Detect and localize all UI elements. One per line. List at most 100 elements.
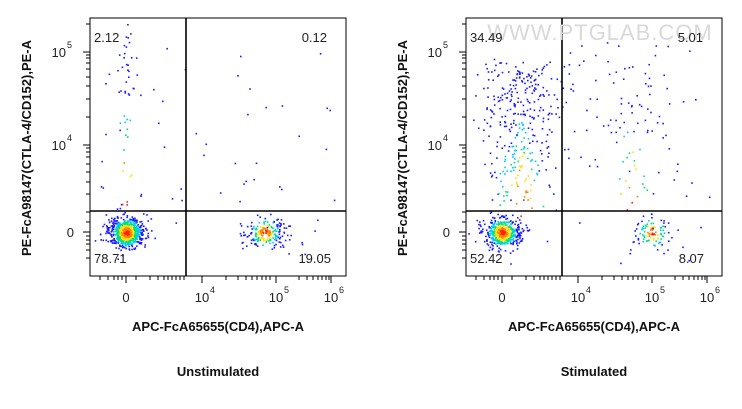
event-dot bbox=[626, 156, 628, 159]
event-dot bbox=[267, 239, 269, 241]
event-dot bbox=[650, 85, 652, 87]
event-dot bbox=[644, 119, 647, 122]
event-dot bbox=[126, 224, 129, 226]
event-dot bbox=[124, 212, 126, 214]
event-dot bbox=[234, 162, 237, 165]
event-dot bbox=[527, 137, 530, 140]
event-dot bbox=[542, 120, 545, 123]
event-dot bbox=[534, 79, 536, 81]
event-dot bbox=[519, 236, 521, 238]
event-dot bbox=[596, 98, 598, 101]
event-dot bbox=[492, 225, 494, 227]
event-dot bbox=[128, 220, 130, 222]
event-dot bbox=[101, 160, 103, 163]
plot-unstimulated: 2.12 0.12 78.71 19.05 0 10 4 10 5 10 6 0… bbox=[19, 17, 347, 379]
event-dot bbox=[558, 116, 561, 119]
event-dot bbox=[144, 246, 146, 248]
event-dot bbox=[542, 205, 545, 208]
event-dot bbox=[652, 222, 655, 225]
event-dot bbox=[256, 233, 259, 236]
event-dot bbox=[246, 225, 249, 228]
event-dot bbox=[107, 232, 109, 234]
event-dot bbox=[510, 163, 512, 166]
event-dot bbox=[500, 226, 502, 228]
event-dot bbox=[496, 239, 499, 241]
event-dot bbox=[106, 226, 108, 228]
event-dot bbox=[136, 233, 139, 235]
event-dot bbox=[129, 221, 132, 224]
event-dot bbox=[615, 119, 617, 122]
event-dot bbox=[607, 60, 609, 63]
event-dot bbox=[132, 234, 135, 237]
event-dot bbox=[134, 239, 137, 242]
event-dot bbox=[522, 61, 524, 64]
event-dot bbox=[496, 240, 498, 242]
event-dot bbox=[662, 229, 664, 232]
event-dot bbox=[524, 179, 526, 182]
event-dot bbox=[533, 101, 536, 103]
event-dot bbox=[118, 247, 120, 250]
event-dot bbox=[134, 229, 136, 232]
event-dot bbox=[563, 66, 566, 68]
event-dot bbox=[493, 228, 496, 231]
event-dot bbox=[492, 216, 494, 219]
event-dot bbox=[128, 224, 130, 226]
event-dot bbox=[506, 237, 508, 240]
event-dot bbox=[504, 231, 506, 233]
event-dot bbox=[494, 220, 497, 222]
event-dot bbox=[646, 189, 649, 191]
event-dot bbox=[112, 234, 114, 237]
x-tick-label: 0 bbox=[498, 290, 505, 305]
event-dot bbox=[548, 152, 550, 155]
event-dot bbox=[512, 243, 514, 246]
event-dot bbox=[655, 231, 657, 234]
event-dot bbox=[488, 249, 491, 252]
event-dot bbox=[528, 75, 530, 77]
event-dot bbox=[651, 217, 653, 219]
event-dot bbox=[120, 217, 123, 219]
event-dot bbox=[652, 228, 654, 231]
event-dot bbox=[121, 242, 123, 245]
event-dot bbox=[516, 244, 519, 247]
event-dot bbox=[140, 239, 143, 241]
event-dot bbox=[502, 238, 504, 241]
event-dot bbox=[514, 104, 516, 106]
event-dot bbox=[250, 225, 253, 227]
event-dot bbox=[486, 240, 488, 242]
event-dot bbox=[509, 252, 512, 254]
event-dot bbox=[275, 225, 278, 227]
event-dot bbox=[520, 148, 523, 151]
event-dot bbox=[555, 113, 557, 115]
event-dot bbox=[113, 237, 115, 240]
event-dot bbox=[117, 221, 120, 224]
event-dot bbox=[660, 219, 663, 222]
event-dot bbox=[514, 235, 516, 238]
event-dot bbox=[301, 241, 303, 244]
event-dot bbox=[489, 230, 492, 232]
event-dot bbox=[254, 234, 257, 236]
event-dot bbox=[279, 229, 281, 231]
event-dot bbox=[158, 122, 160, 125]
event-dot bbox=[518, 227, 520, 229]
event-dot bbox=[499, 62, 501, 64]
event-dot bbox=[521, 240, 523, 242]
event-dot bbox=[512, 166, 514, 169]
event-dot bbox=[546, 240, 549, 243]
event-dot bbox=[123, 238, 126, 241]
event-dot bbox=[518, 242, 521, 244]
event-dot bbox=[121, 245, 124, 247]
event-dot bbox=[135, 229, 138, 232]
event-dot bbox=[514, 136, 517, 139]
event-dot bbox=[521, 164, 523, 167]
event-dot bbox=[503, 215, 505, 218]
event-dot bbox=[111, 222, 114, 224]
event-dot bbox=[128, 239, 131, 242]
event-dot bbox=[128, 238, 130, 241]
event-dot bbox=[147, 232, 150, 235]
event-dot bbox=[546, 90, 548, 92]
event-dot bbox=[130, 231, 132, 234]
event-dot bbox=[495, 235, 497, 237]
event-dot bbox=[499, 235, 501, 238]
quadrant-upper-right-value: 0.12 bbox=[302, 30, 327, 45]
event-dot bbox=[498, 225, 501, 227]
